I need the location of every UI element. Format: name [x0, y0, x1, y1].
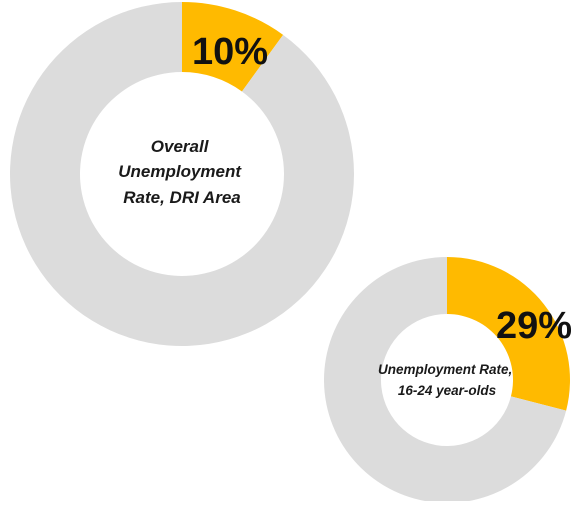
- donut-overall-label-line-3: Rate, DRI Area: [123, 188, 240, 207]
- donut-overall-slice-1: [182, 2, 284, 92]
- donut-overall-center-label: Overall Unemployment Rate, DRI Area: [118, 137, 246, 207]
- donut-chart-overall: 10% Overall Unemployment Rate, DRI Area: [9, 2, 354, 346]
- donut-youth-slices: [324, 257, 570, 504]
- donut-overall-slice-2: [9, 2, 354, 346]
- donut-overall-slices: [9, 2, 354, 346]
- donut-youth-center-label: Unemployment Rate, 16-24 year-olds: [378, 362, 516, 398]
- donut-youth-label-line-2: 16-24 year-olds: [398, 383, 497, 398]
- donut-overall-value-label: 10%: [192, 31, 268, 73]
- donut-overall-label-line-1: Overall: [151, 137, 210, 156]
- donut-youth-slice-2: [324, 257, 567, 504]
- donut-chart-youth: 29% Unemployment Rate, 16-24 year-olds: [324, 257, 571, 504]
- donut-youth-value-label: 29%: [496, 305, 571, 347]
- donut-youth-label-line-1: Unemployment Rate,: [378, 362, 512, 377]
- donut-overall-label-line-2: Unemployment: [118, 162, 242, 181]
- donut-youth-slice-1: [447, 257, 570, 411]
